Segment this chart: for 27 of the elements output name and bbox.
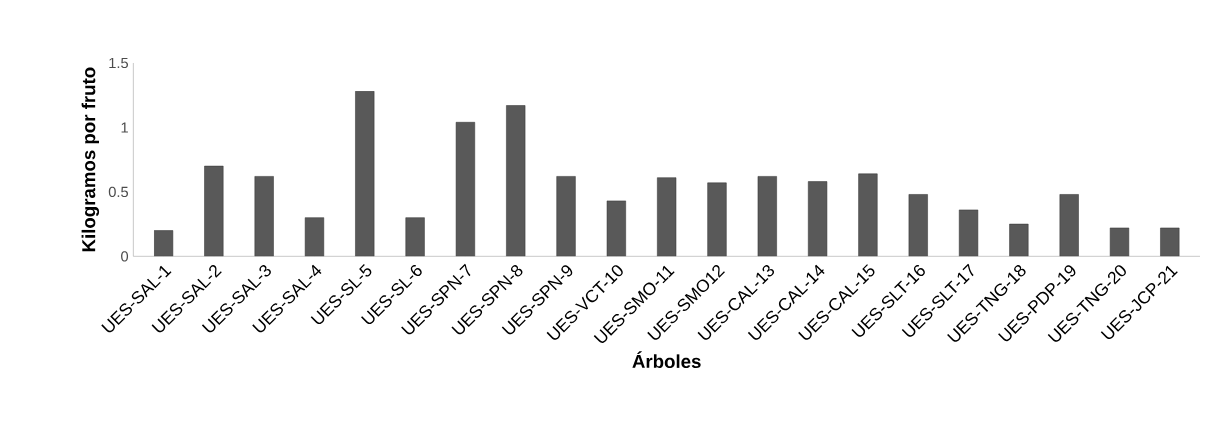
bar (707, 182, 727, 257)
bar (657, 177, 677, 257)
bar (1009, 223, 1029, 257)
bar (153, 230, 174, 257)
bar (254, 176, 274, 257)
bar (1059, 194, 1079, 257)
bar (1109, 227, 1130, 257)
bar (506, 105, 526, 257)
bar (908, 194, 928, 257)
bar (455, 122, 476, 257)
bar (204, 165, 224, 257)
y-tick-label: 0.5 (108, 186, 129, 198)
bar (808, 181, 828, 257)
bar (958, 209, 979, 257)
bar (556, 176, 576, 257)
y-axis-title: Kilogramos por fruto (81, 67, 100, 252)
bar (1160, 227, 1180, 257)
bar (355, 91, 375, 257)
y-tick-label: 1.5 (109, 57, 129, 69)
x-axis-title: Árboles (632, 351, 701, 369)
bar (757, 176, 777, 257)
bar (405, 217, 425, 257)
y-tick-label: 1 (121, 122, 128, 133)
bar (304, 217, 325, 257)
bar (606, 200, 626, 257)
y-tick-label: 0 (121, 251, 129, 262)
bar (858, 173, 878, 257)
